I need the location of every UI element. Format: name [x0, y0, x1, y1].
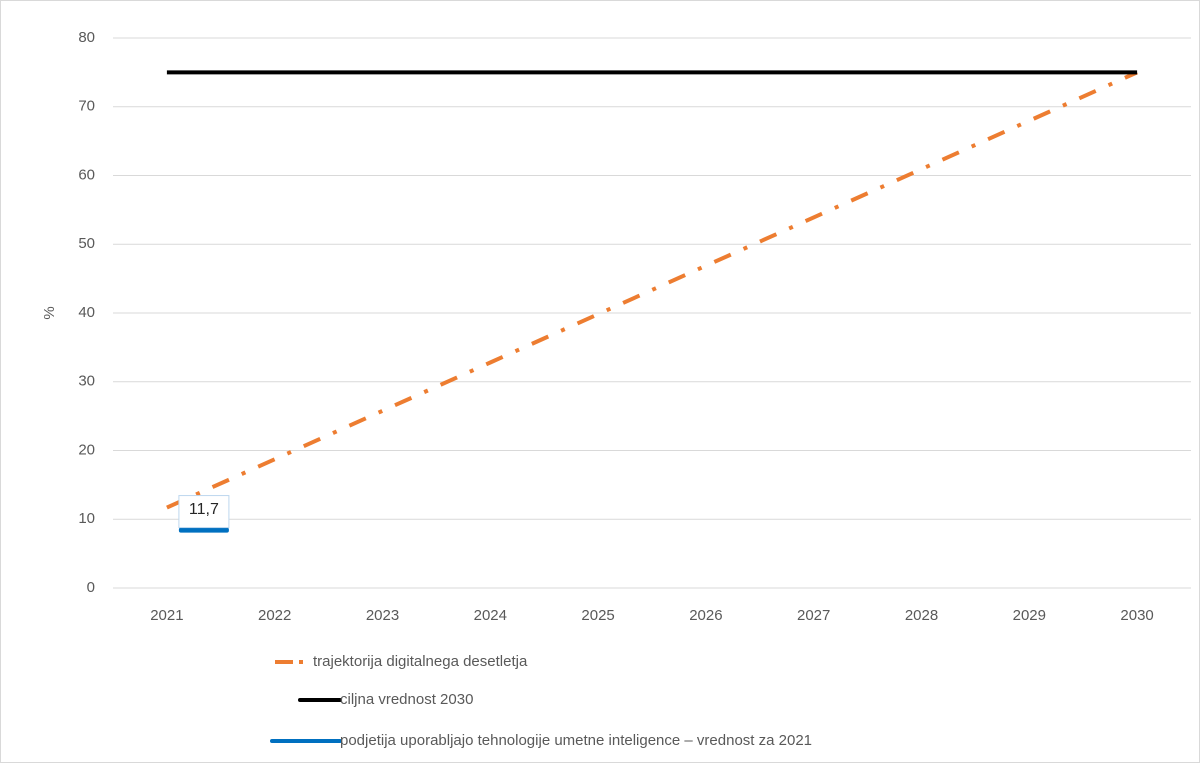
x-tick-label: 2022 [258, 607, 291, 624]
x-tick-label: 2023 [366, 607, 399, 624]
x-tick-label: 2029 [1013, 607, 1046, 624]
legend-label: ciljna vrednost 2030 [340, 691, 473, 708]
y-tick-label: 30 [78, 373, 95, 390]
x-tick-label: 2027 [797, 607, 830, 624]
x-tick-label: 2026 [689, 607, 722, 624]
y-tick-label: 80 [78, 29, 95, 46]
x-tick-label: 2028 [905, 607, 938, 624]
y-tick-label: 0 [87, 579, 95, 596]
y-tick-label: 70 [78, 98, 95, 115]
y-tick-label: 60 [78, 166, 95, 183]
x-tick-label: 2030 [1120, 607, 1153, 624]
y-tick-label: 20 [78, 441, 95, 458]
x-tick-label: 2025 [581, 607, 614, 624]
legend-label: podjetija uporabljajo tehnologije umetne… [340, 732, 812, 749]
legend-label: trajektorija digitalnega desetletja [313, 653, 528, 670]
series-point [178, 527, 229, 533]
data-label: 11,7 [189, 501, 219, 518]
data-label-box [178, 495, 230, 529]
y-tick-label: 50 [78, 235, 95, 252]
x-tick-label: 2021 [150, 607, 183, 624]
y-tick-label: 40 [78, 304, 95, 321]
y-tick-label: 10 [78, 510, 95, 527]
y-axis-label: % [41, 306, 58, 319]
x-tick-label: 2024 [474, 607, 507, 624]
